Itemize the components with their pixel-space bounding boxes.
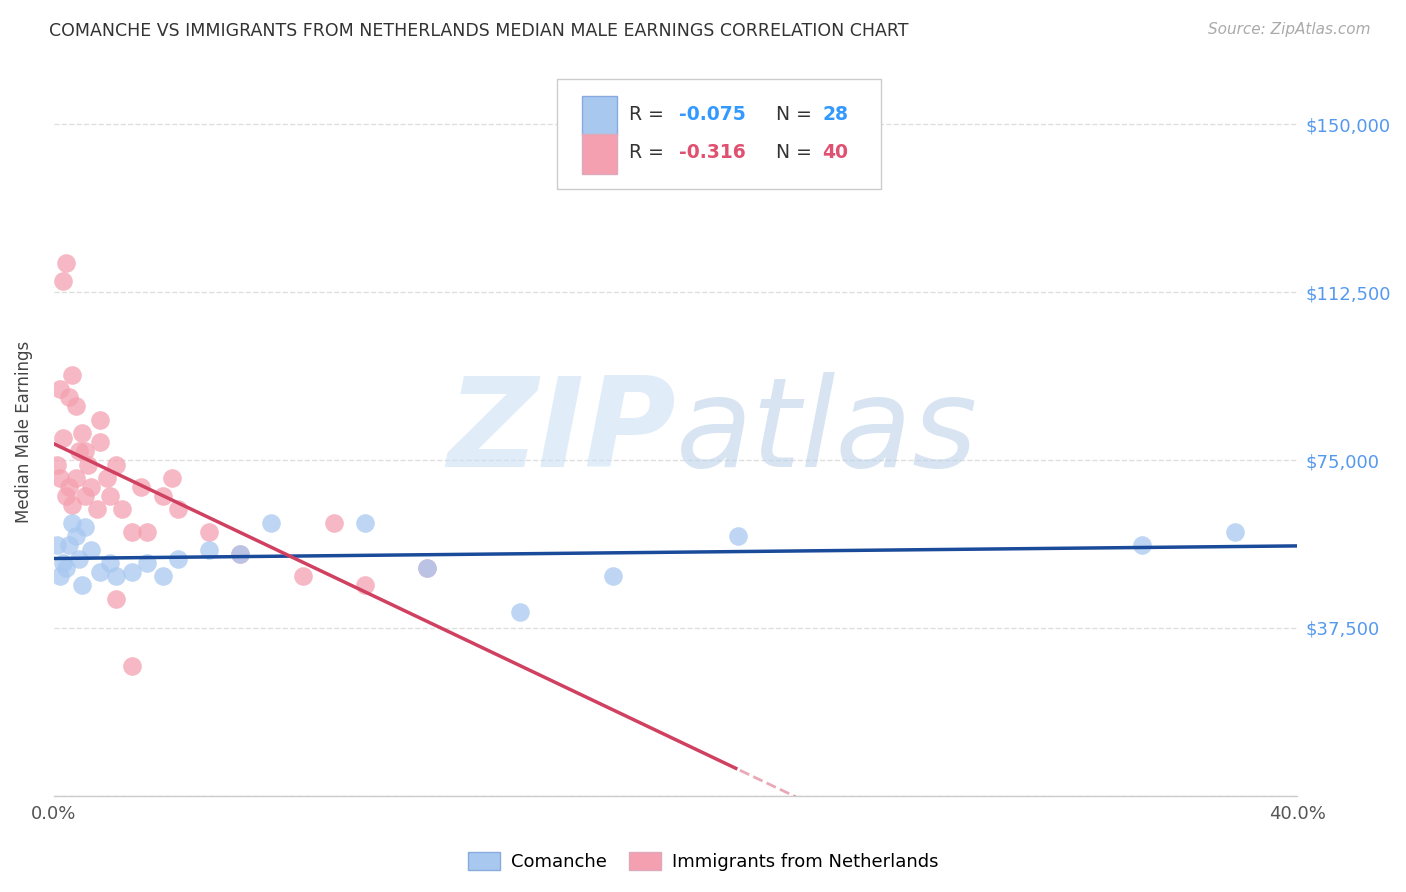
Text: N =: N = [776, 105, 818, 124]
Point [1130, 538, 1153, 552]
Point [160, 471, 183, 485]
Point [73, 489, 96, 503]
Text: COMANCHE VS IMMIGRANTS FROM NETHERLANDS MEDIAN MALE EARNINGS CORRELATION CHART: COMANCHE VS IMMIGRANTS FROM NETHERLANDS … [49, 22, 908, 40]
Point [62, 498, 84, 512]
Point [98, 489, 121, 503]
Point [62, 368, 84, 382]
Point [167, 551, 190, 566]
Point [65, 471, 87, 485]
Point [136, 556, 159, 570]
Point [89, 565, 111, 579]
Point [67, 551, 90, 566]
Point [602, 569, 624, 583]
Point [98, 556, 121, 570]
FancyBboxPatch shape [557, 79, 880, 188]
Point [80, 542, 103, 557]
Point [152, 489, 174, 503]
Point [198, 524, 221, 539]
Point [105, 591, 128, 606]
FancyBboxPatch shape [582, 134, 617, 174]
Point [121, 524, 143, 539]
Legend: Comanche, Immigrants from Netherlands: Comanche, Immigrants from Netherlands [460, 845, 946, 879]
Y-axis label: Median Male Earnings: Median Male Earnings [15, 341, 32, 524]
Point [509, 605, 531, 619]
Text: N =: N = [776, 144, 818, 162]
Point [80, 480, 103, 494]
Point [1223, 524, 1246, 539]
Point [45, 458, 67, 472]
Point [136, 524, 159, 539]
Point [89, 413, 111, 427]
Point [52, 556, 75, 570]
Point [77, 458, 100, 472]
Point [727, 529, 749, 543]
Point [260, 516, 283, 530]
Point [65, 529, 87, 543]
Point [322, 516, 344, 530]
Text: atlas: atlas [675, 372, 977, 492]
Point [55, 560, 77, 574]
Text: R =: R = [630, 144, 671, 162]
Point [229, 547, 252, 561]
Point [86, 502, 108, 516]
Point [70, 578, 93, 592]
Point [198, 542, 221, 557]
Text: R =: R = [630, 105, 671, 124]
Point [52, 274, 75, 288]
Text: -0.075: -0.075 [679, 105, 747, 124]
Text: 40: 40 [823, 144, 848, 162]
Point [67, 444, 90, 458]
Point [129, 480, 152, 494]
Point [73, 520, 96, 534]
Point [96, 471, 118, 485]
Point [65, 400, 87, 414]
Point [105, 569, 128, 583]
Point [55, 489, 77, 503]
Point [70, 426, 93, 441]
Point [152, 569, 174, 583]
Point [58, 480, 80, 494]
Point [229, 547, 252, 561]
Point [58, 538, 80, 552]
Point [89, 435, 111, 450]
Text: -0.316: -0.316 [679, 144, 747, 162]
Point [58, 391, 80, 405]
Text: ZIP: ZIP [447, 372, 675, 492]
Point [62, 516, 84, 530]
Point [167, 502, 190, 516]
Point [121, 659, 143, 673]
Point [45, 538, 67, 552]
Point [353, 578, 375, 592]
Point [416, 560, 439, 574]
Point [49, 382, 72, 396]
Text: 28: 28 [823, 105, 848, 124]
Point [105, 458, 128, 472]
Point [49, 471, 72, 485]
Point [52, 431, 75, 445]
Point [111, 502, 134, 516]
Point [49, 569, 72, 583]
FancyBboxPatch shape [582, 96, 617, 136]
Point [73, 444, 96, 458]
Point [353, 516, 375, 530]
Point [291, 569, 314, 583]
Point [416, 560, 439, 574]
Point [121, 565, 143, 579]
Text: Source: ZipAtlas.com: Source: ZipAtlas.com [1208, 22, 1371, 37]
Point [55, 256, 77, 270]
